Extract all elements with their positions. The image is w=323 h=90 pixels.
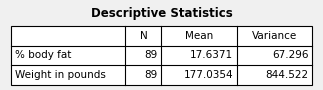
Text: 17.6371: 17.6371 <box>190 50 233 60</box>
Text: Mean: Mean <box>185 31 213 41</box>
Text: 89: 89 <box>145 70 158 80</box>
Bar <box>11 26 312 85</box>
Text: 89: 89 <box>145 50 158 60</box>
Text: Descriptive Statistics: Descriptive Statistics <box>91 7 232 21</box>
Text: 67.296: 67.296 <box>272 50 308 60</box>
Text: Variance: Variance <box>252 31 297 41</box>
Text: % body fat: % body fat <box>15 50 71 60</box>
Text: N: N <box>140 31 147 41</box>
Text: Weight in pounds: Weight in pounds <box>15 70 106 80</box>
Text: 844.522: 844.522 <box>265 70 308 80</box>
Text: 177.0354: 177.0354 <box>183 70 233 80</box>
